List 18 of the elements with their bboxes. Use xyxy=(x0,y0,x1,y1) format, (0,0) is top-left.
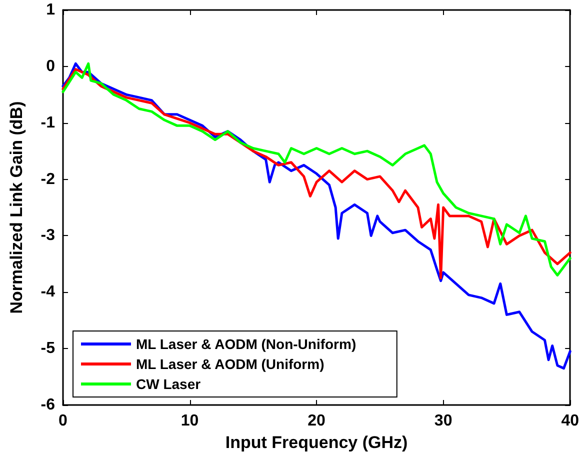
x-tick-label: 40 xyxy=(561,412,580,430)
y-tick-label: 1 xyxy=(46,2,56,18)
legend-label: CW Laser xyxy=(136,376,202,392)
x-axis-title: Input Frequency (GHz) xyxy=(225,432,408,452)
x-tick-label: 0 xyxy=(58,412,68,430)
y-tick-label: -4 xyxy=(40,284,56,301)
y-tick-label: -1 xyxy=(40,114,56,132)
x-tick-label: 20 xyxy=(308,412,326,430)
y-tick-label: -3 xyxy=(40,227,56,244)
legend-label: ML Laser & AODM (Non-Uniform) xyxy=(136,336,356,352)
legend-label: ML Laser & AODM (Uniform) xyxy=(136,356,324,372)
y-tick-label: -2 xyxy=(40,170,56,188)
y-axis-title: Normalized Link Gain (dB) xyxy=(7,101,26,314)
x-tick-label: 30 xyxy=(434,412,452,430)
y-tick-label: -5 xyxy=(40,340,56,358)
y-tick-label: 0 xyxy=(46,58,56,75)
x-tick-label: 10 xyxy=(180,412,199,430)
y-tick-label: -6 xyxy=(40,396,56,414)
